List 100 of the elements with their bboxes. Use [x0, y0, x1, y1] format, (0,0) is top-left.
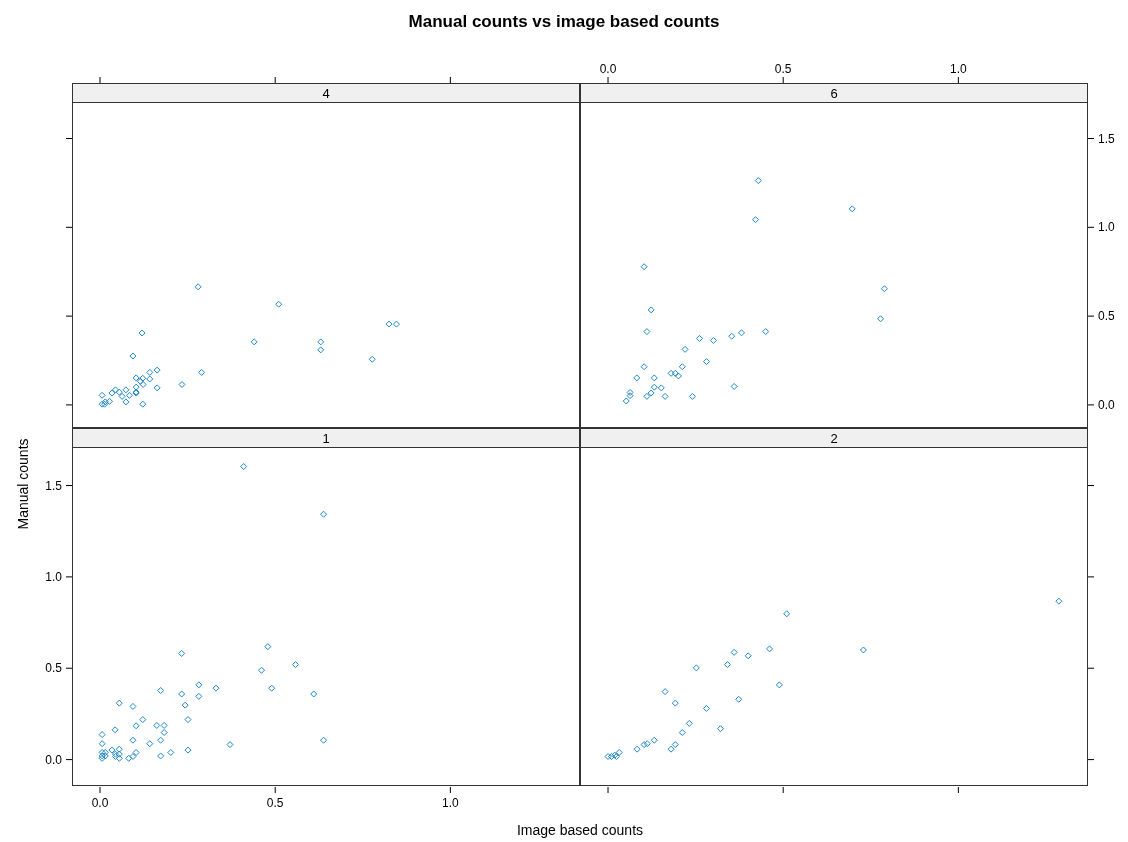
point — [392, 320, 400, 328]
point — [226, 741, 234, 749]
point — [762, 328, 770, 336]
point — [275, 300, 283, 308]
point — [111, 726, 119, 734]
point — [650, 736, 658, 744]
point — [292, 661, 300, 669]
point — [744, 652, 752, 660]
point — [877, 315, 885, 323]
point — [1055, 597, 1063, 605]
point — [688, 392, 696, 400]
point — [160, 721, 168, 729]
point — [98, 391, 106, 399]
point — [146, 740, 154, 748]
point — [184, 716, 192, 724]
point — [184, 746, 192, 754]
point — [129, 752, 137, 760]
y-tick-label: 0.5 — [45, 661, 63, 676]
point — [125, 754, 133, 762]
point — [240, 463, 248, 471]
point — [129, 352, 137, 360]
point — [681, 345, 689, 353]
point — [604, 752, 612, 760]
point — [775, 681, 783, 689]
point — [98, 731, 106, 739]
point — [385, 320, 393, 328]
x-tick-label: 0.5 — [774, 62, 792, 76]
point — [738, 329, 746, 337]
point — [766, 645, 774, 653]
x-tick-label: 0.5 — [266, 796, 284, 810]
point — [115, 750, 123, 758]
chart-title: 1 — [72, 428, 580, 448]
point — [643, 328, 651, 336]
point — [132, 722, 140, 730]
y-tick-label: 0.5 — [1098, 309, 1116, 324]
x-tick-label: 1.0 — [950, 62, 968, 76]
point — [129, 736, 137, 744]
y-tick-label: 1.5 — [1098, 131, 1116, 146]
point — [160, 729, 168, 737]
point — [105, 397, 113, 405]
point — [178, 380, 186, 388]
point — [626, 388, 634, 396]
point — [178, 690, 186, 698]
point — [146, 375, 154, 383]
point — [661, 392, 669, 400]
point — [667, 745, 675, 753]
point — [735, 695, 743, 703]
point — [678, 363, 686, 371]
point — [667, 369, 675, 377]
point — [139, 400, 147, 408]
point — [647, 389, 655, 397]
y-tick-label: 1.0 — [45, 569, 63, 584]
point — [754, 177, 762, 185]
point — [661, 688, 669, 696]
point — [258, 666, 266, 674]
chart-title: 6 — [580, 83, 1088, 103]
point — [157, 752, 165, 760]
point — [685, 719, 693, 727]
point — [153, 366, 161, 374]
point — [678, 729, 686, 737]
point — [671, 741, 679, 749]
point — [132, 374, 140, 382]
point — [317, 346, 325, 354]
y-tick-label: 1.5 — [45, 478, 63, 493]
point — [146, 368, 154, 376]
point — [633, 745, 641, 753]
point — [848, 205, 856, 213]
point — [264, 643, 272, 651]
point — [122, 386, 130, 394]
point — [730, 382, 738, 390]
text: Manual counts vs image based counts — [407, 12, 721, 32]
point — [633, 374, 641, 382]
point — [153, 721, 161, 729]
y-axis-title: Manual counts — [15, 437, 31, 532]
chart-title: 4 — [72, 83, 580, 103]
chart-title: 2 — [580, 428, 1088, 448]
point — [138, 329, 146, 337]
point — [640, 263, 648, 271]
point — [118, 392, 126, 400]
point — [650, 383, 658, 391]
point — [643, 740, 651, 748]
point — [108, 746, 116, 754]
point — [647, 306, 655, 314]
point — [178, 649, 186, 657]
point — [198, 368, 206, 376]
point — [728, 332, 736, 340]
point — [153, 384, 161, 392]
point — [724, 661, 731, 669]
x-tick-label: 0.0 — [599, 62, 617, 76]
point — [310, 690, 318, 698]
point — [139, 716, 147, 724]
y-tick-label: 0.0 — [45, 752, 63, 767]
point — [181, 701, 189, 709]
point — [98, 740, 106, 748]
point — [115, 699, 123, 707]
point — [615, 748, 623, 756]
point — [317, 338, 325, 346]
y-tick-label: 0.0 — [1098, 397, 1116, 412]
point — [157, 687, 165, 695]
point — [132, 748, 140, 756]
